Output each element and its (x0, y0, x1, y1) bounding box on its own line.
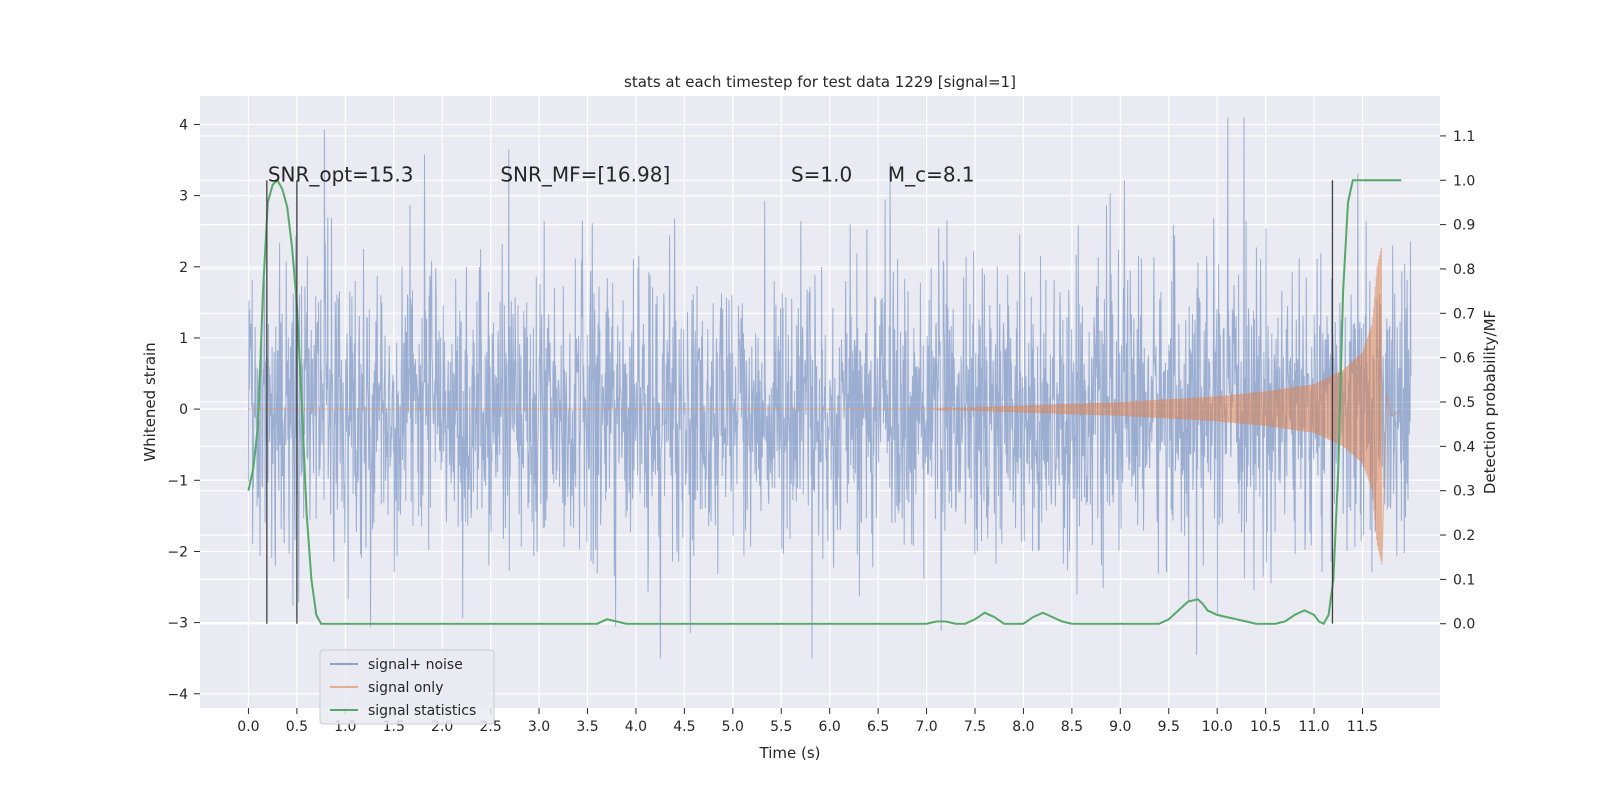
left-axis: −4 −3 −2 −1 0 1 2 3 4 (167, 117, 200, 703)
x-tick-label: 4.5 (673, 719, 695, 735)
x-tick-label: 5.5 (770, 719, 792, 735)
series-signal-statistics-line (247, 178, 1402, 625)
y-right-tick-label: 0.9 (1453, 218, 1475, 234)
x-tick-label: 0.0 (237, 719, 259, 735)
x-tick-label: 7.0 (915, 719, 937, 735)
x-tick-label: 5.0 (722, 719, 744, 735)
y-right-tick-label: 1.0 (1453, 173, 1475, 189)
x-tick-label: 8.0 (1012, 719, 1034, 735)
annotation-text: S=1.0 (791, 162, 852, 186)
x-tick-label: 11.0 (1298, 719, 1329, 735)
y-tick-label: −3 (167, 616, 188, 632)
x-axis-label: Time (s) (759, 744, 821, 762)
series-layer (247, 117, 1412, 659)
x-tick-label: 9.0 (1109, 719, 1131, 735)
x-tick-label: 0.5 (286, 719, 308, 735)
y-right-tick-label: 0.5 (1453, 395, 1475, 411)
x-tick-label: 8.5 (1061, 719, 1083, 735)
x-tick-label: 7.5 (964, 719, 986, 735)
y-right-tick-label: 0.2 (1453, 528, 1475, 544)
series-signal-only-line (248, 247, 1402, 565)
y-tick-label: 0 (179, 402, 188, 418)
vertical-markers (266, 180, 1334, 624)
x-tick-label: 3.5 (576, 719, 598, 735)
y-right-tick-label: 1.1 (1453, 129, 1475, 145)
legend-label: signal only (368, 680, 443, 696)
legend-label: signal+ noise (368, 657, 463, 673)
annotation-text: M_c=8.1 (888, 162, 975, 186)
x-tick-label: 6.5 (867, 719, 889, 735)
legend-box (319, 649, 495, 725)
y-right-tick-label: 0.0 (1453, 617, 1475, 633)
annotation-text: SNR_opt=15.3 (268, 162, 414, 186)
annotation-text: SNR_MF=[16.98] (500, 162, 670, 186)
y-tick-label: 3 (179, 189, 188, 205)
x-tick-label: 10.5 (1250, 719, 1281, 735)
x-tick-label: 9.5 (1158, 719, 1180, 735)
y-right-tick-label: 0.7 (1453, 306, 1475, 322)
y-right-tick-label: 0.1 (1453, 572, 1475, 588)
x-tick-label: 3.0 (528, 719, 550, 735)
right-axis: 0.0 0.1 0.2 0.3 0.4 0.5 0.6 0.7 0.8 0.9 1.0 1.1 (1440, 129, 1475, 633)
legend: signal+ noise signal only signal statistic… (319, 649, 495, 725)
y-tick-label: 1 (179, 331, 188, 347)
x-tick-label: 10.0 (1202, 719, 1233, 735)
y-tick-label: −1 (167, 473, 188, 489)
y-right-tick-label: 0.6 (1453, 351, 1475, 367)
y-right-tick-label: 0.8 (1453, 262, 1475, 278)
series-signal-noise-line (247, 117, 1412, 659)
y-axis-right-label: Detection probability/MF (1481, 310, 1499, 494)
legend-label: signal statistics (368, 703, 476, 719)
chart-title: stats at each timestep for test data 122… (624, 73, 1016, 91)
y-right-tick-label: 0.4 (1453, 439, 1475, 455)
y-right-tick-label: 0.3 (1453, 484, 1475, 500)
x-tick-label: 11.5 (1347, 719, 1378, 735)
x-tick-label: 6.0 (819, 719, 841, 735)
x-tick-label: 4.0 (625, 719, 647, 735)
y-axis-label: Whitened strain (141, 342, 159, 461)
y-tick-label: −2 (167, 544, 188, 560)
annotations: SNR_opt=15.3 SNR_MF=[16.98] S=1.0 M_c=8.1 (268, 162, 975, 186)
y-tick-label: −4 (167, 687, 188, 703)
y-tick-label: 4 (179, 117, 188, 133)
y-tick-label: 2 (179, 260, 188, 276)
